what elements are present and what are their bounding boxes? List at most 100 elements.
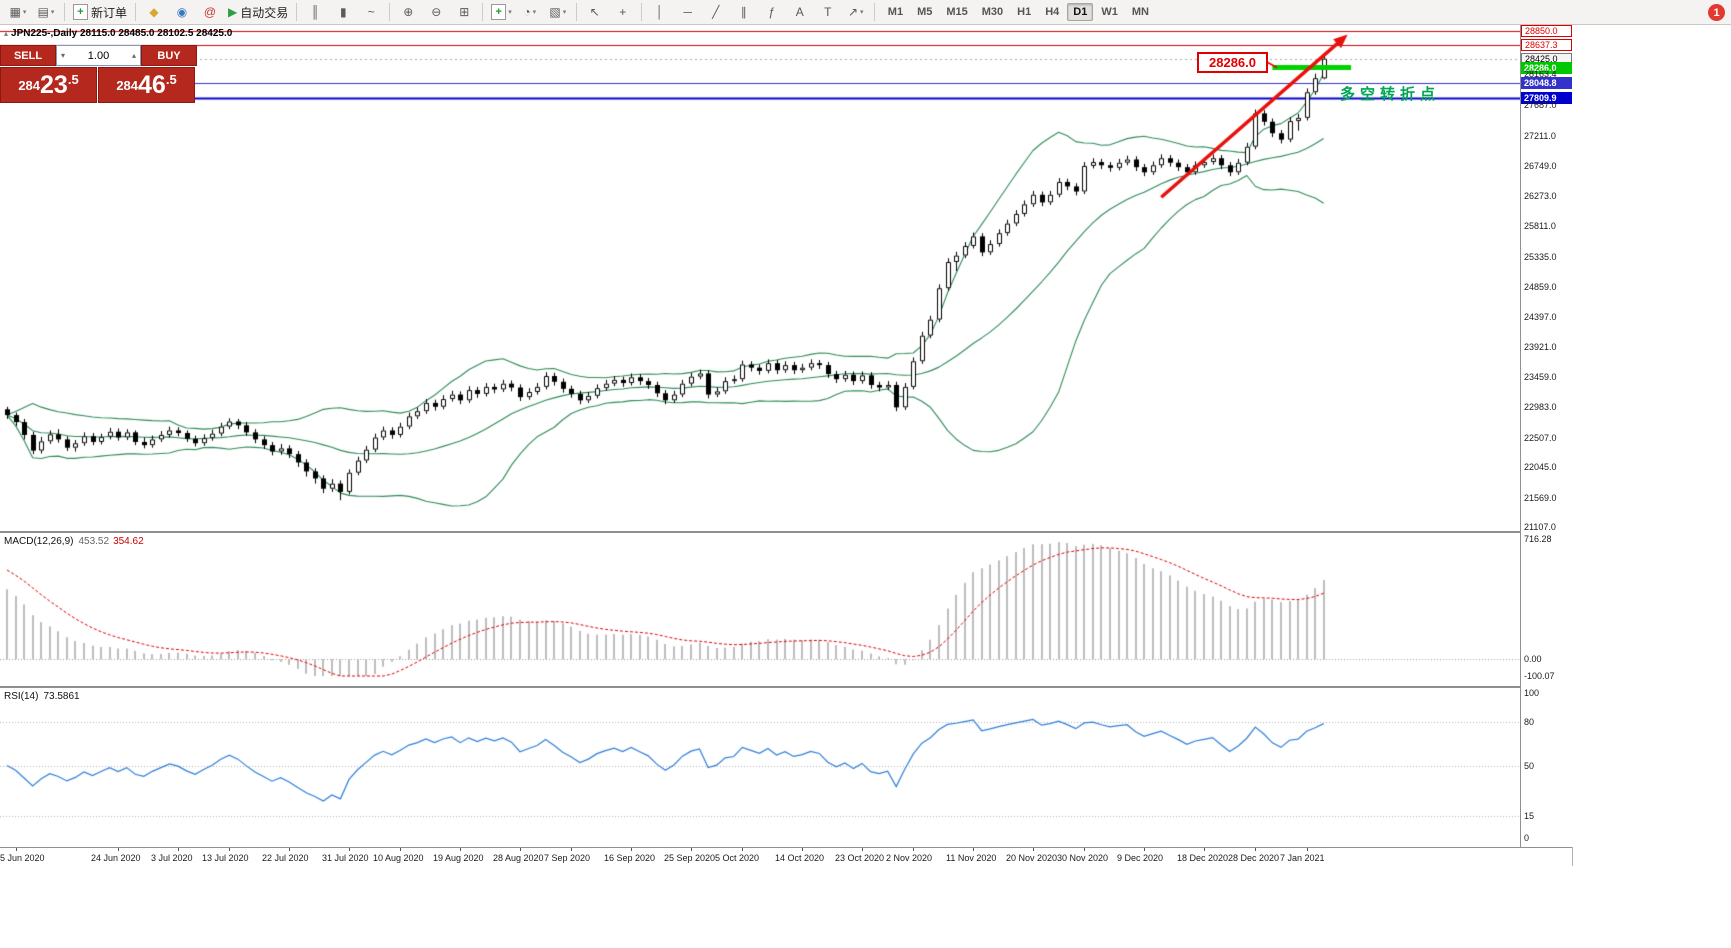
arrows-button[interactable]: ↗ ▾	[843, 1, 869, 23]
volume-stepper[interactable]: ▾ 1.00 ▴	[56, 45, 141, 66]
new-order-button[interactable]: + 新订单	[70, 1, 130, 23]
macd-name: MACD(12,26,9)	[4, 536, 74, 547]
timeframe-m30[interactable]: M30	[981, 6, 1004, 18]
autotrading-button[interactable]: ▶ 自动交易	[225, 1, 291, 23]
rsi-axis-label: 100	[1524, 688, 1540, 698]
candle-chart-button[interactable]: ▮	[330, 1, 356, 23]
chart-window: 27211.0 26749.0 26273.0 25811.0 25335.0 24859…	[0, 25, 1573, 867]
new-chart-icon: ▦	[9, 5, 21, 19]
panel-separator[interactable]	[0, 531, 1572, 533]
time-axis-label: 22 Jul 2020	[262, 853, 309, 863]
cursor-button[interactable]: ↖	[582, 1, 608, 23]
time-axis-label: 13 Jul 2020	[202, 853, 249, 863]
rsi-panel-canvas[interactable]	[0, 688, 1520, 847]
new-chart-button[interactable]: ▦ ▾	[5, 1, 31, 23]
market-icon: ◉	[176, 5, 188, 19]
time-axis-tick	[1307, 848, 1308, 851]
toolbar-separator	[296, 3, 298, 21]
timeframe-m15[interactable]: M15	[946, 6, 968, 18]
sell-price[interactable]: 284 23.5	[0, 67, 97, 103]
notification-badge[interactable]: 1	[1708, 4, 1725, 21]
vertical-line-icon: │	[656, 5, 664, 19]
time-axis-tick	[1204, 848, 1205, 851]
profiles-button[interactable]: ▤ ▾	[33, 1, 59, 23]
templates-button[interactable]: ▧ ▾	[545, 1, 571, 23]
new-order-icon: +	[73, 4, 88, 20]
zoom-out-button[interactable]: ⊖	[423, 1, 449, 23]
toolbar-separator	[389, 3, 391, 21]
annotation-note: 多空转折点	[1340, 86, 1441, 103]
price-axis-label: 21569.0	[1524, 492, 1557, 503]
main-chart-canvas[interactable]	[0, 25, 1520, 531]
time-axis-tick	[1033, 848, 1034, 851]
buy-button[interactable]: BUY	[141, 45, 197, 66]
community-button[interactable]: @	[197, 1, 223, 23]
price-axis-label: 22507.0	[1524, 432, 1557, 443]
time-axis-label: 28 Dec 2020	[1228, 853, 1280, 863]
timeframe-d1[interactable]: D1	[1067, 3, 1094, 21]
sell-button[interactable]: SELL	[0, 45, 56, 66]
timeframe-mn[interactable]: MN	[1131, 6, 1149, 18]
label-icon: T	[824, 5, 832, 19]
time-axis-label: 7 Jan 2021	[1280, 853, 1325, 863]
timeframe-h1[interactable]: H1	[1017, 6, 1032, 18]
timeframe-w1[interactable]: W1	[1101, 6, 1118, 18]
price-axis-label: 24859.0	[1524, 282, 1557, 293]
label-button[interactable]: T	[815, 1, 841, 23]
sell-price-suffix: .5	[67, 71, 79, 87]
timeframe-h4[interactable]: H4	[1045, 6, 1060, 18]
toolbar-separator	[135, 3, 137, 21]
zoom-out-icon: ⊖	[431, 5, 442, 19]
metaeditor-button[interactable]: ◆	[141, 1, 167, 23]
time-axis-label: 3 Jul 2020	[151, 853, 193, 863]
macd-main-value: 453.52	[78, 536, 110, 547]
price-axis-label: 25811.0	[1524, 221, 1556, 232]
horizontal-line-button[interactable]: ─	[675, 1, 701, 23]
time-axis-tick	[571, 848, 572, 851]
macd-axis-label: -100.07	[1524, 671, 1555, 681]
buy-price[interactable]: 284 46.5	[98, 67, 195, 103]
metaeditor-icon: ◆	[149, 5, 159, 19]
volume-increment-icon[interactable]: ▴	[131, 51, 136, 60]
text-button[interactable]: A	[787, 1, 813, 23]
trendline-button[interactable]: ╱	[703, 1, 729, 23]
volume-input[interactable]: 1.00	[87, 49, 110, 62]
price-axis-label: 26749.0	[1524, 160, 1557, 171]
channel-icon: ∥	[740, 5, 747, 19]
time-axis-tick	[1255, 848, 1256, 851]
time-axis-tick	[1084, 848, 1085, 851]
sell-price-prefix: 284	[18, 77, 41, 93]
price-axis-label: 26273.0	[1524, 191, 1557, 202]
time-axis-label: 24 Jun 2020	[91, 853, 141, 863]
bar-chart-button[interactable]: ║	[302, 1, 328, 23]
collapse-arrow-icon[interactable]: ▴	[4, 29, 9, 38]
toolbar-button-group: ▦ ▾ ▤ ▾ + 新订单 ◆ ◉ @ ▶ 自动交易 ║ ▮ ~ ⊕ ⊖ ⊞ + ▾ ◔ ▾ ▧ ▾ ↖ + │ ─ ╱ ∥ ƒ A T ↗ ▾	[4, 1, 879, 23]
price-callout-label: 28286.0	[1197, 52, 1268, 73]
periods-button[interactable]: ◔ ▾	[517, 1, 543, 23]
indicators-button[interactable]: + ▾	[488, 1, 515, 23]
market-button[interactable]: ◉	[169, 1, 195, 23]
timeframe-bar: M1 M5 M15 M30 H1 H4 D1 W1 MN	[881, 3, 1156, 21]
crosshair-button[interactable]: +	[610, 1, 636, 23]
channel-button[interactable]: ∥	[731, 1, 757, 23]
macd-panel-canvas[interactable]	[0, 533, 1520, 686]
vertical-line-button[interactable]: │	[647, 1, 673, 23]
panel-separator[interactable]	[0, 686, 1572, 688]
time-axis-label: 14 Oct 2020	[775, 853, 825, 863]
time-axis-tick	[520, 848, 521, 851]
line-chart-button[interactable]: ~	[358, 1, 384, 23]
fibonacci-button[interactable]: ƒ	[759, 1, 785, 23]
price-axis-label: 27211.0	[1524, 131, 1556, 142]
tile-windows-button[interactable]: ⊞	[451, 1, 477, 23]
time-axis-label: 5 Jun 2020	[0, 853, 45, 863]
volume-decrement-icon[interactable]: ▾	[60, 51, 65, 60]
price-axis-label: 23921.0	[1524, 342, 1557, 353]
zoom-in-button[interactable]: ⊕	[395, 1, 421, 23]
timeframe-m5[interactable]: M5	[917, 6, 933, 18]
time-axis-label: 9 Dec 2020	[1117, 853, 1164, 863]
toolbar-separator	[64, 3, 65, 21]
macd-label: MACD(12,26,9) 453.52 354.62	[4, 536, 144, 547]
price-axis-label: 22983.0	[1524, 402, 1557, 413]
timeframe-m1[interactable]: M1	[887, 6, 904, 18]
